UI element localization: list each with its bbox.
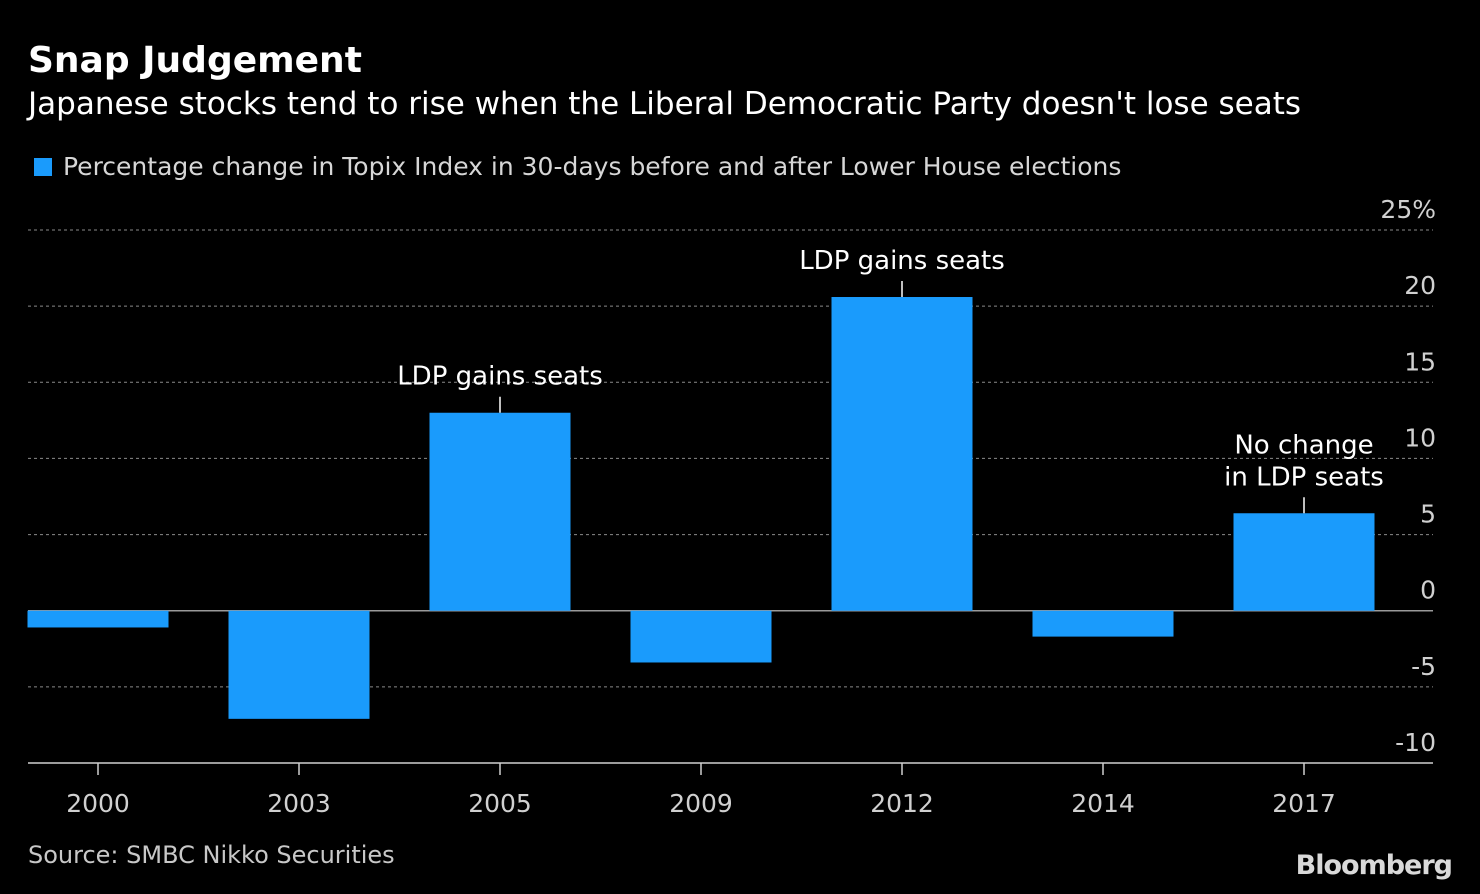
x-tick-label: 2000 xyxy=(66,789,130,818)
chart-title: Snap Judgement xyxy=(28,40,362,81)
annotation-label: in LDP seats xyxy=(1224,462,1384,492)
y-tick-label: 10 xyxy=(1404,423,1436,452)
chart-subtitle: Japanese stocks tend to rise when the Li… xyxy=(28,86,1302,122)
y-tick-label: 0 xyxy=(1420,576,1436,605)
x-tick-label: 2014 xyxy=(1071,789,1135,818)
bar-2009 xyxy=(630,610,772,663)
source-note: Source: SMBC Nikko Securities xyxy=(28,841,395,869)
y-tick-label: -5 xyxy=(1411,652,1436,681)
annotation-label: No change xyxy=(1234,430,1373,460)
y-tick-label: -10 xyxy=(1395,728,1436,757)
bloomberg-logo: Bloomberg xyxy=(1295,850,1453,881)
bar-2003 xyxy=(228,610,370,719)
x-tick-label: 2012 xyxy=(870,789,934,818)
bar-2017 xyxy=(1233,513,1375,611)
y-tick-label: 5 xyxy=(1420,500,1436,529)
bar-2012 xyxy=(831,297,973,611)
y-tick-label: 20 xyxy=(1404,271,1436,300)
bar-2014 xyxy=(1032,610,1174,637)
x-tick-label: 2009 xyxy=(669,789,733,818)
legend-label: Percentage change in Topix Index in 30-d… xyxy=(63,152,1122,181)
bar-2000 xyxy=(27,610,169,628)
y-tick-label: 15 xyxy=(1404,347,1436,376)
y-tick-label: 25% xyxy=(1380,195,1436,224)
legend-swatch xyxy=(34,157,52,176)
legend: Percentage change in Topix Index in 30-d… xyxy=(34,152,1121,181)
annotation-label: LDP gains seats xyxy=(799,246,1005,276)
x-tick-label: 2017 xyxy=(1272,789,1336,818)
annotation-label: LDP gains seats xyxy=(397,362,603,392)
x-tick-label: 2003 xyxy=(267,789,331,818)
bar-2005 xyxy=(429,412,571,611)
x-tick-label: 2005 xyxy=(468,789,532,818)
